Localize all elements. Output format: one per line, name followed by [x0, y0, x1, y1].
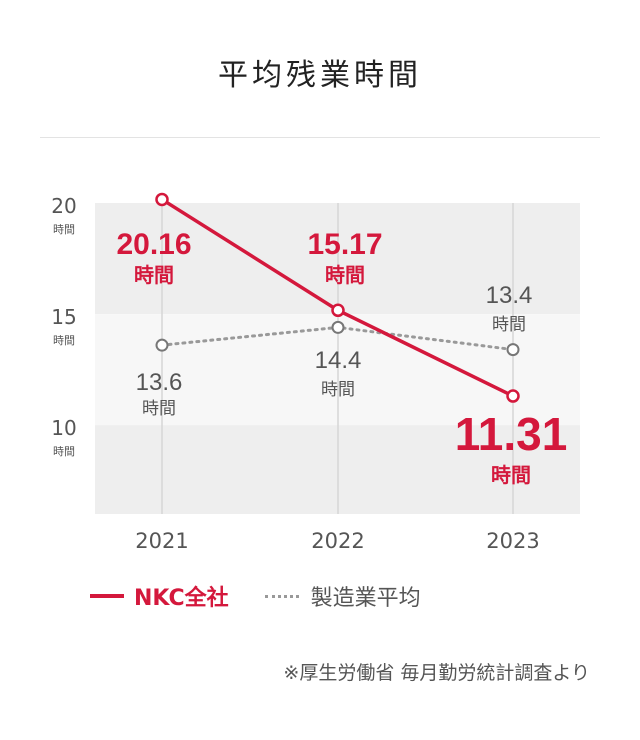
x-tick-label-1: 2022 — [311, 529, 364, 553]
data-label-industry-unit-0: 時間 — [142, 399, 176, 419]
point-industry-2 — [506, 343, 520, 357]
legend-item-industry: 製造業平均 — [264, 580, 421, 612]
data-label-nkc-unit-1: 時間 — [325, 263, 365, 287]
point-nkc-2 — [506, 389, 520, 403]
legend-label-nkc: NKC全社 — [134, 586, 229, 611]
point-industry-0 — [155, 338, 169, 352]
title-divider — [40, 137, 600, 138]
point-nkc-1 — [331, 303, 345, 318]
data-label-nkc-2: 11.31 — [455, 408, 568, 460]
y-tick-unit-0: 時間 — [53, 223, 75, 236]
source-note: ※厚生労働省 毎月勤労統計調査より — [283, 662, 590, 684]
chart-title: 平均残業時間 — [218, 58, 422, 93]
point-nkc-0 — [155, 192, 169, 207]
y-tick-label-2: 10 — [51, 416, 76, 440]
y-tick-label-1: 15 — [51, 305, 76, 329]
x-tick-label-2: 2023 — [486, 529, 539, 553]
data-label-industry-2: 13.4 — [486, 282, 533, 309]
data-label-industry-0: 13.6 — [136, 369, 183, 396]
data-label-industry-unit-2: 時間 — [492, 315, 526, 335]
y-tick-label-0: 20 — [51, 194, 76, 218]
legend-swatch-dotted — [264, 594, 299, 598]
legend-label-industry: 製造業平均 — [310, 586, 421, 611]
data-label-nkc-unit-0: 時間 — [134, 263, 174, 287]
legend: NKC全社 製造業平均 — [90, 580, 457, 612]
point-industry-1 — [331, 320, 345, 334]
data-label-industry-unit-1: 時間 — [321, 380, 355, 400]
legend-item-nkc: NKC全社 — [90, 580, 229, 612]
data-label-nkc-1: 15.17 — [307, 228, 382, 261]
data-label-nkc-0: 20.16 — [116, 228, 191, 261]
x-tick-label-0: 2021 — [135, 529, 188, 553]
y-tick-unit-2: 時間 — [53, 445, 75, 458]
data-label-nkc-unit-2: 時間 — [491, 463, 531, 487]
y-tick-unit-1: 時間 — [53, 334, 75, 347]
data-label-industry-1: 14.4 — [315, 347, 362, 374]
legend-swatch-solid — [90, 594, 124, 598]
